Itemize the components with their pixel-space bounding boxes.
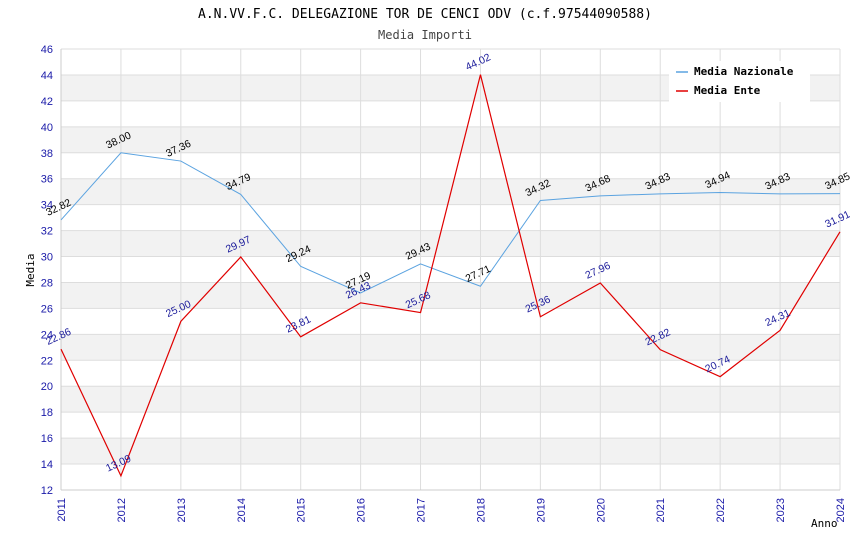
y-tick-label: 36	[41, 174, 53, 186]
grid-band	[61, 334, 840, 361]
y-tick-label: 32	[41, 226, 53, 238]
series-line-media-nazionale	[60, 152, 841, 294]
y-tick-label: 16	[41, 433, 53, 445]
series-line-media-ente	[60, 74, 841, 478]
x-tick-label: 2023	[775, 498, 787, 522]
y-tick-label: 18	[41, 407, 53, 419]
x-axis-label: Anno	[811, 517, 838, 530]
grid-band	[61, 126, 840, 153]
grid-band	[61, 230, 840, 257]
legend: Media Nazionale Media Ente	[669, 61, 810, 102]
legend-box	[669, 61, 810, 102]
x-tick-label: 2016	[356, 498, 368, 522]
y-tick-label: 14	[41, 459, 53, 471]
gridlines	[60, 48, 841, 491]
y-tick-label: 40	[41, 122, 53, 134]
data-label: 31.91	[823, 208, 850, 230]
y-tick-label: 12	[41, 485, 53, 497]
y-tick-label: 24	[41, 329, 53, 341]
grid-bands	[61, 74, 840, 465]
x-tick-label: 2020	[595, 498, 607, 522]
y-tick-label: 34	[41, 200, 53, 212]
x-tick-label: 2014	[236, 498, 248, 522]
grid-band	[61, 386, 840, 413]
grid-band	[61, 438, 840, 465]
y-axis-label: Media	[24, 253, 37, 286]
x-tick-label: 2015	[296, 498, 308, 522]
chart-title: A.N.VV.F.C. DELEGAZIONE TOR DE CENCI ODV…	[198, 7, 652, 22]
x-tick-label: 2013	[176, 498, 188, 522]
x-tick-label: 2024	[835, 498, 847, 522]
legend-label-media-nazionale: Media Nazionale	[694, 65, 794, 78]
y-tick-label: 44	[41, 70, 53, 82]
x-tick-labels: 2011 2012 2013 2014 2015 2016 2017 2018 2019 2020…	[56, 498, 847, 522]
y-tick-label: 46	[41, 44, 53, 56]
x-tick-label: 2011	[56, 498, 68, 522]
y-tick-label: 28	[41, 277, 53, 289]
data-label: 24.31	[763, 307, 792, 329]
grid-band	[61, 282, 840, 309]
y-tick-label: 42	[41, 96, 53, 108]
x-tick-label: 2022	[715, 498, 727, 522]
chart-subtitle: Media Importi	[378, 28, 472, 42]
x-tick-label: 2012	[116, 498, 128, 522]
y-tick-label: 26	[41, 303, 53, 315]
y-tick-label: 20	[41, 381, 53, 393]
data-label: 27.71	[464, 263, 493, 285]
x-tick-label: 2019	[535, 498, 547, 522]
data-label: 27.96	[584, 260, 613, 282]
data-label: 44.02	[464, 51, 493, 73]
legend-label-media-ente: Media Ente	[694, 84, 761, 97]
y-tick-label: 22	[41, 355, 53, 367]
series-lines	[60, 74, 841, 478]
x-tick-label: 2017	[416, 498, 428, 522]
y-tick-labels: 12 14 16 18 20 22 24 26 28 30 32 34 36 38 40 42 44 46	[41, 44, 53, 497]
y-tick-label: 30	[41, 252, 53, 264]
x-tick-label: 2021	[655, 498, 667, 522]
y-tick-label: 38	[41, 148, 53, 160]
x-tick-label: 2018	[475, 498, 487, 522]
